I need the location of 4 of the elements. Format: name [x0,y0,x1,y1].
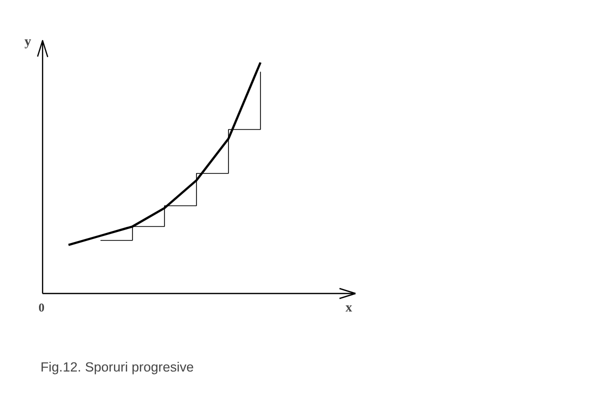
caption: Fig.12. Sporuri progresive [40,360,194,374]
x-axis-title: x [346,300,352,314]
text: 0 [38,300,44,314]
y-axis-title: y [24,34,32,48]
